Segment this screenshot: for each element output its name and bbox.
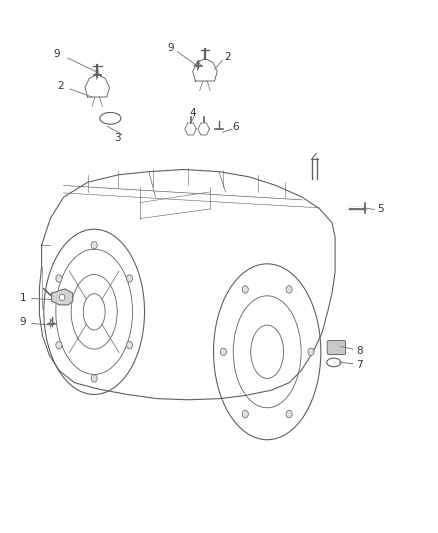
Text: 1: 1 [19, 294, 26, 303]
Circle shape [91, 375, 97, 382]
Circle shape [242, 286, 248, 293]
Text: 2: 2 [224, 52, 231, 62]
Text: 6: 6 [232, 122, 239, 132]
Circle shape [308, 348, 314, 356]
Text: 3: 3 [114, 133, 121, 142]
Circle shape [127, 342, 133, 349]
FancyBboxPatch shape [327, 341, 346, 354]
Circle shape [242, 410, 248, 418]
Text: 4: 4 [189, 108, 196, 118]
Text: 5: 5 [377, 205, 384, 214]
Text: 9: 9 [167, 43, 174, 53]
Text: 7: 7 [356, 360, 363, 369]
Circle shape [91, 241, 97, 249]
Circle shape [56, 342, 62, 349]
Circle shape [56, 275, 62, 282]
Text: 8: 8 [356, 346, 363, 356]
Circle shape [127, 275, 133, 282]
Text: 9: 9 [53, 50, 60, 59]
Circle shape [60, 294, 65, 301]
Circle shape [220, 348, 226, 356]
Polygon shape [52, 289, 73, 305]
Text: 9: 9 [19, 318, 26, 327]
Circle shape [286, 410, 292, 418]
Text: 2: 2 [57, 82, 64, 91]
Circle shape [286, 286, 292, 293]
